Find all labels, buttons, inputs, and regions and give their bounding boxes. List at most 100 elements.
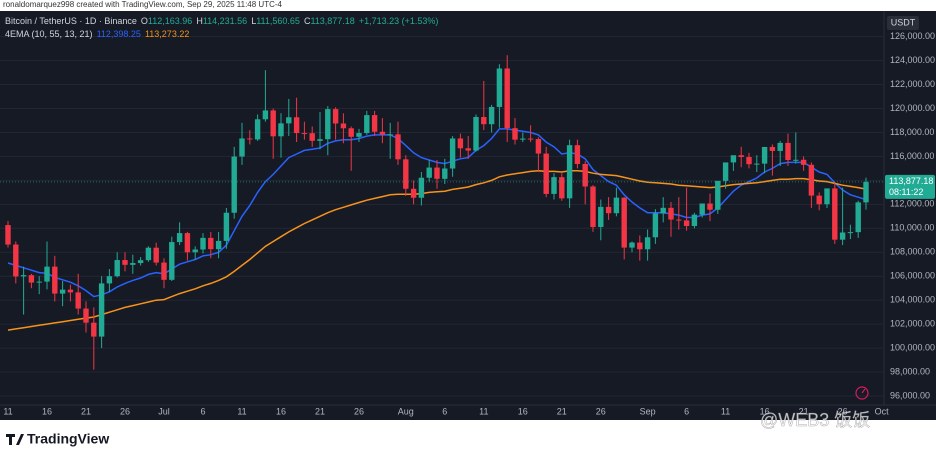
candle-body (231, 156, 237, 213)
candle-body (730, 155, 737, 163)
y-tick-label: 96,000.00 (890, 390, 930, 400)
x-tick-label: 6 (684, 406, 689, 416)
y-tick-label: 126,000.00 (890, 31, 935, 41)
x-tick-label: Aug (398, 406, 414, 416)
candle-body (652, 213, 659, 238)
x-tick-label: 11 (3, 406, 12, 416)
candle-body (200, 237, 206, 250)
y-tick-label: 102,000.00 (890, 319, 935, 329)
gauge-needle (861, 388, 866, 394)
x-tick-label: Oct (875, 406, 890, 416)
candle-body (644, 237, 651, 250)
candle-body (348, 128, 354, 137)
candle-body (215, 240, 222, 250)
x-tick-label: 26 (838, 406, 848, 416)
candle-body (28, 275, 35, 283)
y-tick-label: 98,000.00 (890, 366, 930, 376)
candles (5, 55, 869, 370)
candle-body (722, 162, 729, 181)
y-tick-label: 112,000.00 (890, 199, 934, 209)
candle-body (106, 276, 113, 284)
candle-body (208, 237, 214, 250)
candle-body (169, 242, 175, 280)
candle-body (629, 242, 635, 248)
x-tick-label: 26 (354, 406, 364, 416)
candle-body (543, 153, 549, 194)
candle-body (715, 180, 721, 210)
candle-body (247, 138, 253, 140)
candle-body (130, 263, 136, 265)
candle-body (239, 138, 245, 157)
brand-logo (6, 434, 24, 445)
currency: USDT (891, 17, 916, 27)
candle-body (832, 188, 838, 240)
credit: ronaldomarquez998 created with TradingVi… (3, 0, 283, 9)
candle-body (707, 203, 713, 210)
candle-body (473, 117, 479, 151)
candle-body (301, 133, 308, 135)
legend-indicator: 4EMA (10, 55, 13, 21) 112,398.25 113,273.2… (5, 29, 189, 39)
candle-body (20, 275, 27, 277)
y-tick-label: 104,000.00 (890, 295, 935, 305)
x-tick-label: Sep (640, 406, 656, 416)
y-tick-label: 118,000.00 (890, 127, 934, 137)
indicator-value: 112,398.25 (97, 29, 141, 39)
candle-body (637, 242, 643, 250)
candle-body (855, 202, 861, 233)
candle-body (559, 177, 565, 199)
candle-body (145, 247, 152, 261)
x-tick-label: 16 (518, 406, 528, 416)
candle-body (137, 260, 144, 264)
candle-body (808, 164, 815, 196)
x-tick-label: 6 (200, 406, 205, 416)
candle-body (426, 167, 432, 178)
candle-body (824, 188, 830, 205)
candle-body (176, 233, 183, 243)
candle-body (403, 159, 409, 189)
candle-body (488, 106, 495, 125)
x-tick-label: 16 (760, 406, 770, 416)
legend-value: 112,163.96 (148, 16, 192, 26)
candle-body (418, 177, 425, 198)
candle-body (761, 146, 768, 164)
candle-body (668, 207, 674, 220)
y-tick-label: 116,000.00 (890, 151, 934, 161)
y-tick-label: 110,000.00 (890, 223, 934, 233)
candle-body (122, 260, 128, 265)
x-tick-label: 26 (596, 406, 606, 416)
x-tick-label: 26 (120, 406, 130, 416)
candle-body (605, 206, 612, 214)
candle-body (449, 138, 456, 169)
y-tick-label: 122,000.00 (890, 79, 935, 89)
candle-body (434, 167, 440, 179)
gauge-icon[interactable] (855, 386, 869, 400)
candle-body (98, 283, 105, 337)
x-tick-label: 6 (442, 406, 447, 416)
indicator-value: 113,273.22 (145, 29, 189, 39)
y-tick-label: 100,000.00 (890, 342, 935, 352)
candle-body (442, 168, 448, 179)
candle-body (395, 134, 401, 160)
candle-body (325, 109, 331, 140)
candle-body (262, 110, 269, 120)
candle-body (332, 109, 339, 124)
last-price: 113,877.18 (889, 176, 933, 186)
legend-value: 111,560.65 (256, 16, 300, 26)
candle-body (161, 262, 167, 280)
candle-body (574, 145, 581, 164)
candle-body (863, 181, 869, 203)
chart-bg (0, 11, 936, 420)
candle-body (699, 203, 705, 215)
candle-body (683, 220, 690, 227)
candle-body (223, 212, 230, 241)
currency-box (887, 16, 919, 30)
candle-body (387, 134, 393, 136)
x-tick-label: 21 (799, 406, 809, 416)
candle-body (83, 308, 89, 323)
x-tick-label: 11 (479, 406, 488, 416)
candle-body (52, 266, 58, 294)
candle-body (691, 214, 698, 227)
y-tick-label: 120,000.00 (890, 103, 935, 113)
